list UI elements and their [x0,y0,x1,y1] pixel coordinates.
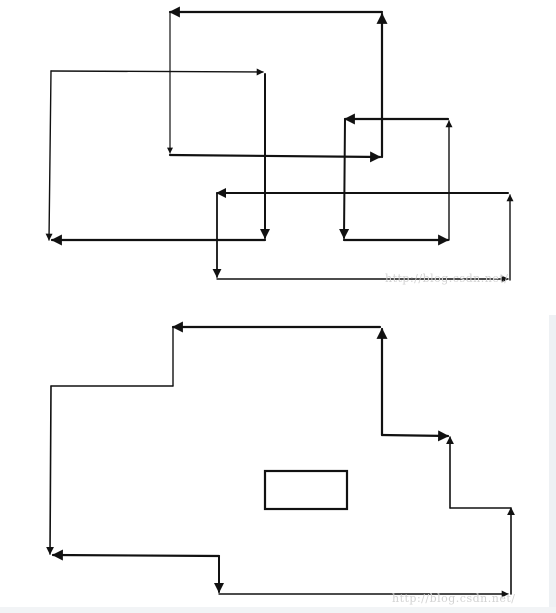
rectangle-c [339,113,453,246]
outline-bottom-left [51,549,221,561]
bottom-strip [0,607,556,613]
inner-hole-rectangle [263,469,349,511]
outline-left [46,385,55,555]
merged-outline-diagram [46,321,515,598]
outline-upper-right-shelf [380,430,450,442]
rectangle-a [167,6,388,163]
overlapping-rectangles-diagram [45,6,514,283]
arrow-c-left [339,118,350,239]
watermark-bottom: http://blog.csdn.net/ [392,592,516,605]
watermark-top: http://blog.csdn.net/ [385,272,509,285]
right-side-strip [549,315,556,613]
rectangle-b [45,68,270,246]
arrow-a-bottom [168,151,382,163]
rectangle-d [212,188,514,283]
arrow-b-top [50,68,264,76]
arrow-b-left [45,70,53,241]
